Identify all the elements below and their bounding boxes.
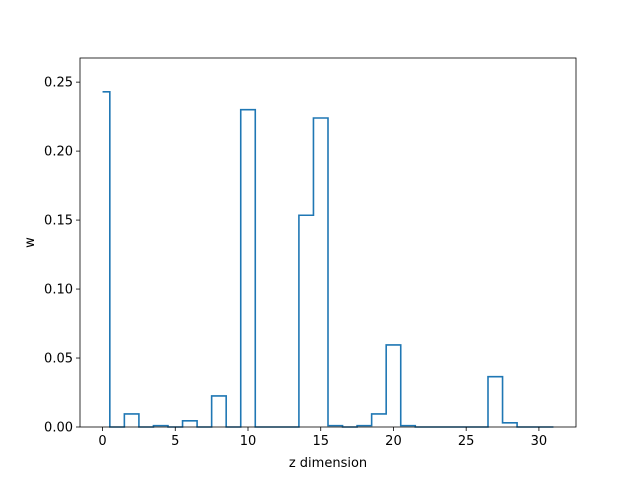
y-axis-label: w — [23, 237, 38, 248]
y-tick-label: 0.10 — [44, 283, 73, 298]
y-tick-label: 0.00 — [44, 421, 73, 436]
x-tick-label: 5 — [171, 434, 179, 449]
x-axis-ticks: 0 5 10 15 20 25 30 — [98, 427, 547, 449]
x-tick-label: 0 — [98, 434, 106, 449]
y-tick-label: 0.20 — [44, 145, 73, 160]
y-tick-label: 0.15 — [44, 214, 73, 229]
y-tick-label: 0.05 — [44, 352, 73, 367]
y-axis-ticks: 0.00 0.05 0.10 0.15 0.20 0.25 — [44, 76, 80, 436]
x-tick-label: 30 — [531, 434, 548, 449]
x-tick-label: 10 — [240, 434, 257, 449]
x-tick-label: 15 — [312, 434, 329, 449]
x-axis-label: z dimension — [289, 456, 367, 471]
axes-frame — [79, 57, 577, 428]
y-tick-label: 0.25 — [44, 76, 73, 91]
x-tick-label: 25 — [458, 434, 475, 449]
x-tick-label: 20 — [385, 434, 402, 449]
